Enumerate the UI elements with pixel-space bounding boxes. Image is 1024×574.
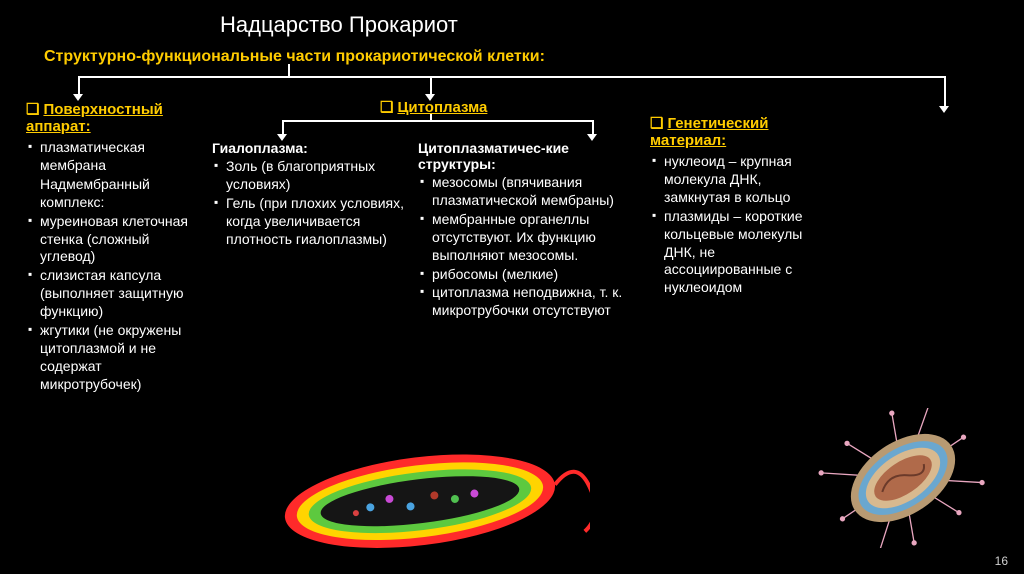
- columns: ❑Поверхностный аппарат: плазматическая м…: [20, 100, 1010, 395]
- list-item: мембранные органеллы отсутствуют. Их фун…: [420, 211, 638, 265]
- tree-drop-1: [78, 76, 80, 94]
- col-genetic: ❑Генетический материал: нуклеоид – крупн…: [644, 100, 1004, 395]
- col-header-genetic-text: Генетический материал:: [650, 115, 768, 149]
- list-item: слизистая капсула (выполняет защитную фу…: [28, 267, 200, 321]
- list-item: цитоплазма неподвижна, т. к. микротрубоч…: [420, 284, 638, 320]
- list-item: рибосомы (мелкие): [420, 266, 638, 284]
- col-header-surface-text: Поверхностный аппарат:: [26, 101, 163, 135]
- list-item: жгутики (не окружены цитоплазмой и не со…: [28, 322, 200, 394]
- col-hyaloplasma: Гиалоплазма: Золь (в благоприятных услов…: [206, 100, 412, 395]
- bullet-icon: ❑: [26, 101, 39, 118]
- genetic-block: ❑Генетический материал: нуклеоид – крупн…: [650, 114, 820, 298]
- col-header-cytostruct: Цитоплазматичес-кие структуры:: [418, 140, 638, 172]
- bacterium-1-illustration: [260, 440, 590, 562]
- slide-title: Надцарство Прокариот: [0, 0, 1024, 38]
- tree-line: [78, 76, 944, 78]
- tree-drop-2: [430, 76, 432, 94]
- list-item: Надмембранный комплекс:: [28, 176, 200, 212]
- col-header-genetic: ❑Генетический материал:: [650, 114, 820, 149]
- col4-list: нуклеоид – крупная молекула ДНК, замкнут…: [650, 153, 820, 297]
- list-item: плазмиды – короткие кольцевые молекулы Д…: [652, 208, 820, 298]
- subtitle: Структурно-функциональные части прокарио…: [0, 38, 1024, 74]
- tree-stem-up: [288, 64, 290, 76]
- list-item: Золь (в благоприятных условиях): [214, 158, 406, 194]
- list-item: плазматическая мембрана: [28, 139, 200, 175]
- col-cyto-struct: Цитоплазматичес-кие структуры: мезосомы …: [412, 100, 644, 395]
- col-surface: ❑Поверхностный аппарат: плазматическая м…: [20, 100, 206, 395]
- bullet-icon: ❑: [650, 115, 663, 132]
- list-item: муреиновая клеточная стенка (сложный угл…: [28, 213, 200, 267]
- list-item: нуклеоид – крупная молекула ДНК, замкнут…: [652, 153, 820, 207]
- col2-list: Золь (в благоприятных условиях)Гель (при…: [212, 158, 406, 249]
- col-header-surface: ❑Поверхностный аппарат:: [26, 100, 200, 135]
- col1-list: плазматическая мембранаНадмембранный ком…: [26, 139, 200, 394]
- list-item: мезосомы (впячивания плазматической мемб…: [420, 174, 638, 210]
- page-number: 16: [995, 554, 1008, 568]
- col3-list: мезосомы (впячивания плазматической мемб…: [418, 174, 638, 320]
- bacterium-2-illustration: [818, 408, 988, 548]
- list-item: Гель (при плохих условиях, когда увеличи…: [214, 195, 406, 249]
- col-header-hyaloplasma: Гиалоплазма:: [212, 140, 406, 156]
